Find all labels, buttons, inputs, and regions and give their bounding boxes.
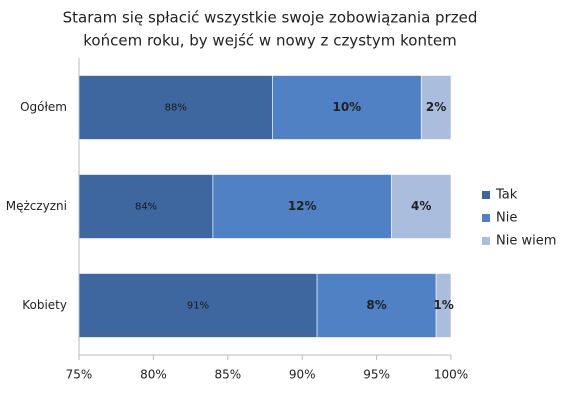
legend-label: Nie <box>496 211 517 226</box>
x-tick-label: 90% <box>289 368 316 382</box>
data-label: 8% <box>366 298 386 312</box>
data-label: 2% <box>426 100 446 114</box>
x-tick-label: 85% <box>214 368 241 382</box>
data-label: 1% <box>433 298 453 312</box>
legend-label: Tak <box>495 188 518 203</box>
bar-segment <box>391 174 452 239</box>
bar-segment <box>78 273 318 338</box>
y-tick-label: Ogółem <box>20 100 67 114</box>
data-label: 4% <box>411 199 431 213</box>
x-tick-label: 100% <box>434 368 468 382</box>
bar-segment <box>212 174 392 239</box>
data-label: 91% <box>187 301 209 312</box>
bar-segment <box>78 75 273 140</box>
data-label: 84% <box>135 202 157 213</box>
bar-segment <box>435 273 452 338</box>
data-label: 12% <box>288 199 317 213</box>
x-tick-label: 80% <box>140 368 167 382</box>
chart-title: Staram się spłacić wszystkie swoje zobow… <box>63 9 478 27</box>
y-tick-label: Mężczyzni <box>6 199 67 213</box>
bar-segment <box>420 75 452 140</box>
legend-swatch <box>482 191 490 199</box>
bar-segment <box>78 174 214 239</box>
data-label: 10% <box>332 100 361 114</box>
legend-swatch <box>482 237 490 245</box>
legend-label: Nie wiem <box>496 234 556 249</box>
data-label: 88% <box>165 103 187 114</box>
chart-title: końcem roku, by wejść w nowy z czystym k… <box>83 32 456 50</box>
legend-swatch <box>482 214 490 222</box>
bar-segment <box>316 273 437 338</box>
x-tick-label: 95% <box>363 368 390 382</box>
y-tick-label: Kobiety <box>22 298 67 312</box>
bar-segment <box>272 75 422 140</box>
x-tick-label: 75% <box>66 368 93 382</box>
